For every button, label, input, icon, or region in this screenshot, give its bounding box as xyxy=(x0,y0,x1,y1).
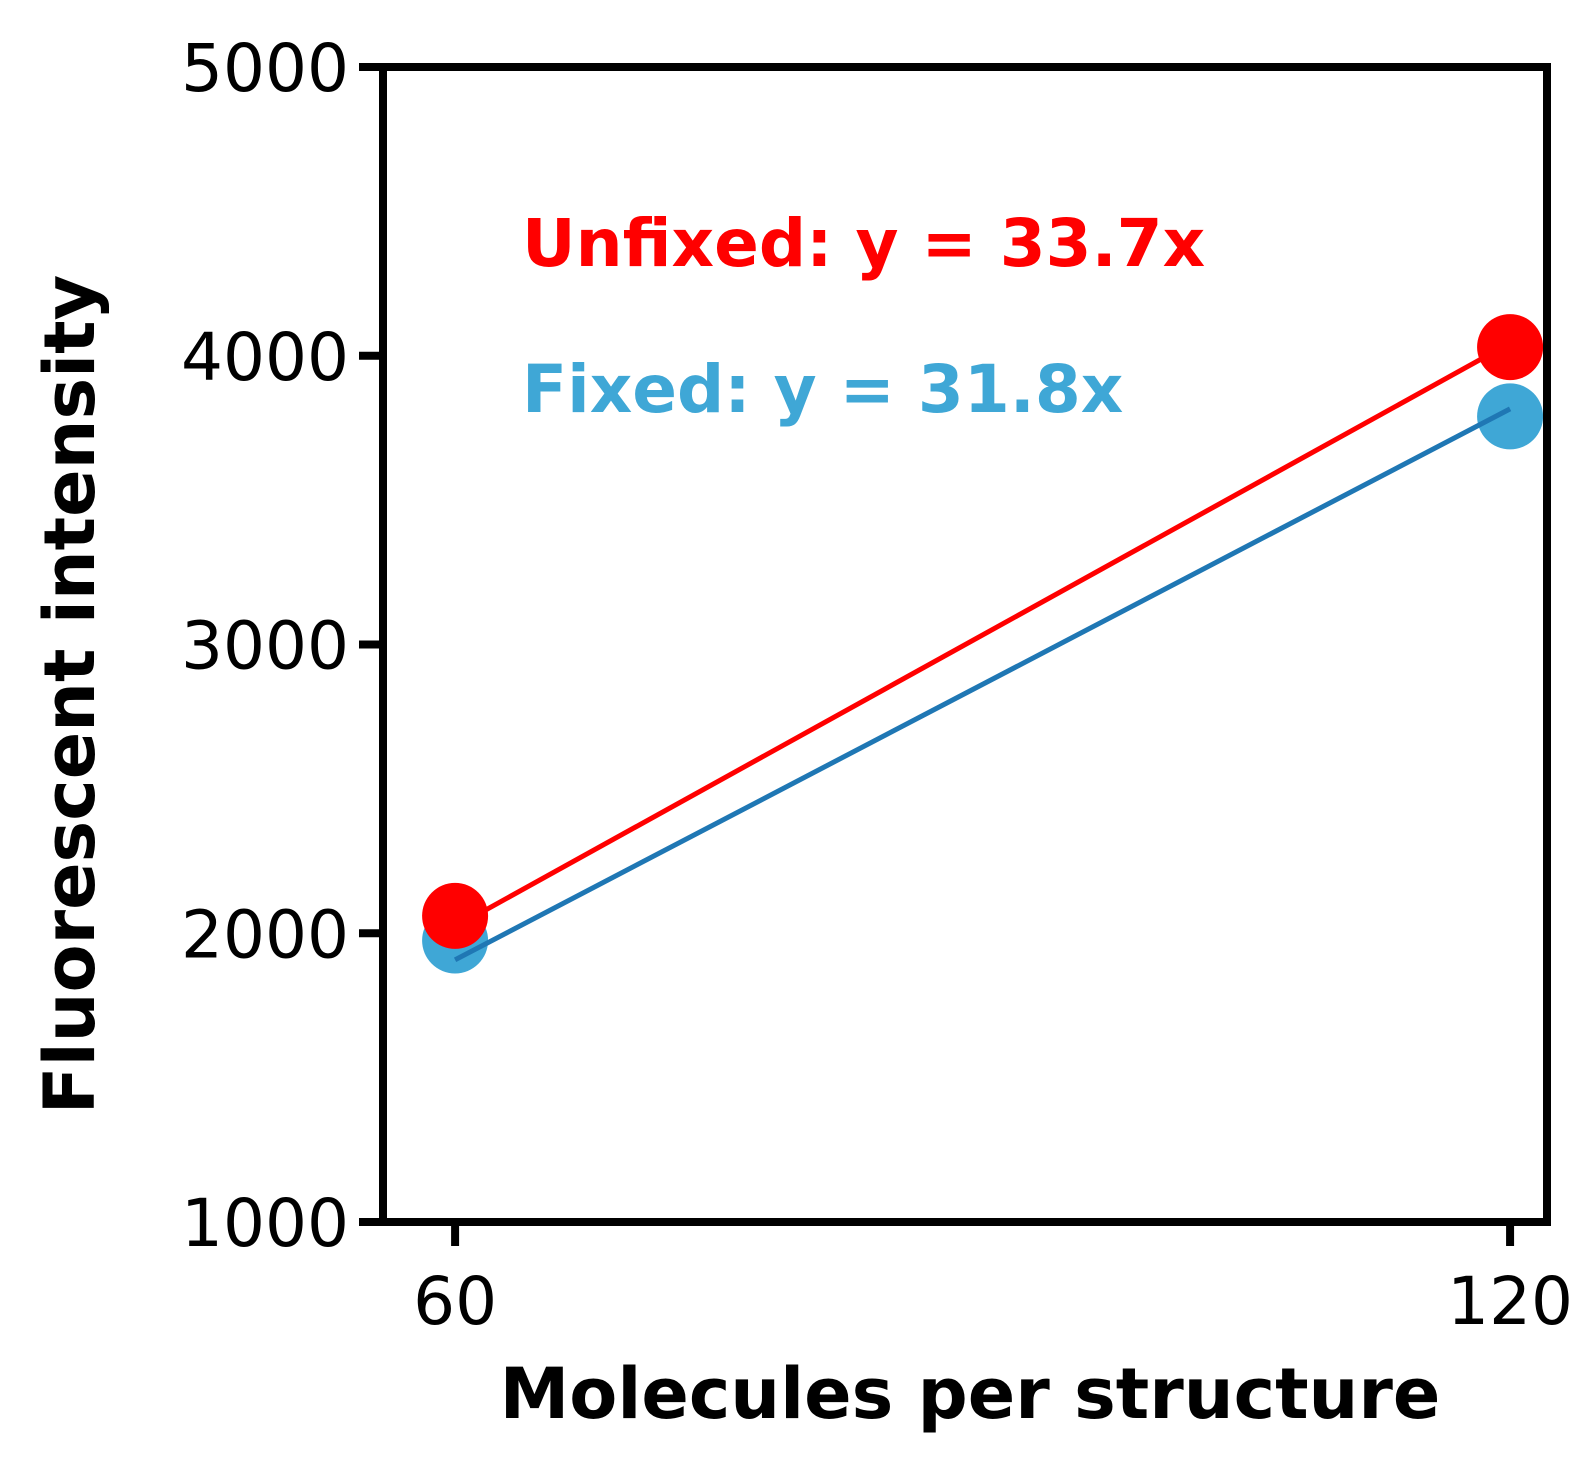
y-axis-label: Fluorescent intensity xyxy=(29,275,111,1114)
unfixed-point xyxy=(1477,314,1544,381)
fixed-point xyxy=(1477,383,1544,450)
x-axis-ticks: 60 120 xyxy=(413,1222,1573,1340)
x-axis-label: Molecules per structure xyxy=(500,1353,1441,1435)
y-tick-label: 3000 xyxy=(181,608,349,685)
data-points xyxy=(422,314,1544,974)
y-tick-label: 5000 xyxy=(181,30,349,107)
y-axis-ticks: 1000 2000 3000 4000 5000 xyxy=(181,30,383,1262)
x-tick-label: 120 xyxy=(1447,1263,1573,1340)
y-tick-label: 4000 xyxy=(181,319,349,396)
unfixed-point xyxy=(422,882,489,949)
y-tick-label: 2000 xyxy=(181,896,349,973)
y-tick-label: 1000 xyxy=(181,1185,349,1262)
x-tick-label: 60 xyxy=(413,1263,497,1340)
annotation-unfixed: Unfixed: y = 33.7x xyxy=(522,205,1205,282)
unfixed-fit-line xyxy=(453,340,1512,930)
fixed-fit-line xyxy=(453,406,1512,963)
fit-lines xyxy=(453,340,1512,963)
annotation-fixed: Fixed: y = 31.8x xyxy=(522,351,1123,428)
